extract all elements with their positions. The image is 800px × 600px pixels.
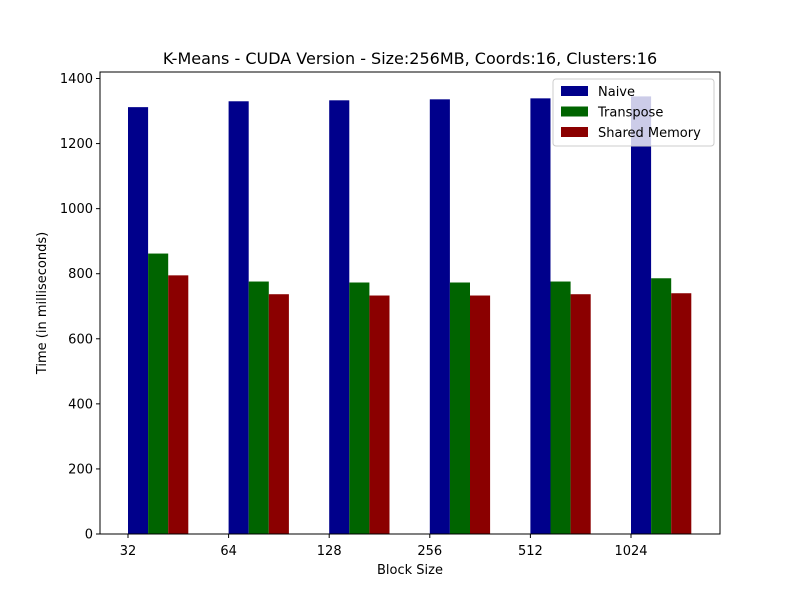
legend-swatch-shared-memory [561, 127, 588, 137]
bar-transpose-64 [248, 281, 269, 534]
y-tick-label: 600 [68, 332, 93, 347]
bar-transpose-128 [349, 282, 370, 534]
bar-naive-128 [329, 100, 350, 534]
x-axis-label: Block Size [377, 563, 443, 578]
x-tick-label: 1024 [614, 544, 647, 559]
legend-swatch-naive [561, 86, 588, 96]
legend-label: Transpose [597, 106, 663, 121]
x-tick-label: 32 [120, 544, 137, 559]
y-tick-label: 400 [68, 397, 93, 412]
bar-naive-1024 [631, 96, 652, 535]
bar-naive-64 [228, 101, 249, 534]
y-tick-label: 200 [68, 462, 93, 477]
y-tick-label: 1200 [60, 137, 93, 152]
bar-shared-memory-512 [570, 294, 591, 534]
y-axis: 0 200 400 600 800 1000 1200 1400 [60, 72, 100, 543]
bar-shared-memory-1024 [671, 293, 692, 534]
bar-shared-memory-256 [470, 295, 491, 534]
bar-shared-memory-64 [268, 294, 289, 534]
bar-transpose-1024 [651, 278, 672, 534]
legend-box [552, 78, 715, 147]
x-tick-label: 512 [518, 544, 543, 559]
chart-title: K-Means - CUDA Version - Size:256MB, Coo… [163, 49, 657, 68]
x-tick-label: 64 [220, 544, 237, 559]
bar-naive-512 [530, 98, 551, 534]
bar-shared-memory-128 [369, 295, 390, 534]
legend-label: Shared Memory [598, 126, 701, 141]
plot-frame [99, 71, 721, 535]
legend: Naive Transpose Shared Memory [552, 78, 715, 147]
bar-transpose-256 [449, 282, 470, 534]
y-tick-label: 800 [68, 267, 93, 282]
y-axis-label: Time (in milliseconds) [35, 232, 50, 375]
y-tick-label: 0 [85, 528, 93, 543]
legend-swatch-transpose [561, 106, 588, 117]
bar-transpose-32 [148, 253, 169, 535]
x-axis: 32 64 128 256 512 1024 [120, 534, 648, 559]
bar-transpose-512 [550, 281, 571, 534]
legend-label: Naive [598, 85, 635, 100]
x-tick-label: 128 [317, 544, 342, 559]
bar-naive-256 [429, 99, 450, 534]
bar-naive-32 [128, 107, 149, 534]
y-tick-label: 1400 [60, 72, 93, 87]
bar-shared-memory-32 [168, 275, 189, 534]
plot-area [128, 96, 692, 535]
y-tick-label: 1000 [60, 202, 93, 217]
x-tick-label: 256 [417, 544, 442, 559]
